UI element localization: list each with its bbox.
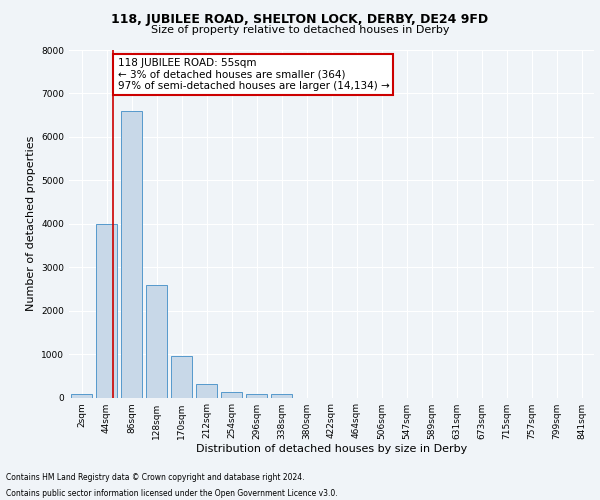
Bar (71, 394, 92, 398)
Bar (96, 224, 117, 398)
X-axis label: Distribution of detached houses by size in Derby: Distribution of detached houses by size … (196, 444, 467, 454)
Bar (121, 111, 142, 398)
Text: 118, JUBILEE ROAD, SHELTON LOCK, DERBY, DE24 9FD: 118, JUBILEE ROAD, SHELTON LOCK, DERBY, … (112, 12, 488, 26)
Bar (171, 356, 192, 398)
Text: Contains public sector information licensed under the Open Government Licence v3: Contains public sector information licen… (6, 488, 338, 498)
Text: Size of property relative to detached houses in Derby: Size of property relative to detached ho… (151, 25, 449, 35)
Bar (246, 394, 267, 398)
Y-axis label: Number of detached properties: Number of detached properties (26, 136, 35, 312)
Bar (146, 284, 167, 398)
Text: Contains HM Land Registry data © Crown copyright and database right 2024.: Contains HM Land Registry data © Crown c… (6, 474, 305, 482)
Bar (271, 394, 292, 398)
Bar (196, 384, 217, 398)
Bar (221, 392, 242, 398)
Text: 118 JUBILEE ROAD: 55sqm
← 3% of detached houses are smaller (364)
97% of semi-de: 118 JUBILEE ROAD: 55sqm ← 3% of detached… (118, 58, 389, 91)
